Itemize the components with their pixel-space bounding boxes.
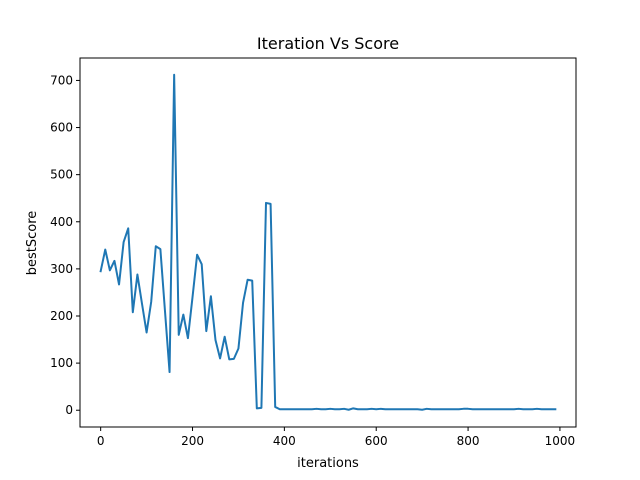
y-tick-label: 700 bbox=[50, 73, 73, 87]
axes-frame bbox=[79, 57, 577, 428]
x-axis: 0 200 400 600 800 1000 bbox=[97, 427, 575, 448]
y-tick-label: 400 bbox=[50, 215, 73, 229]
x-tick-label: 0 bbox=[97, 434, 105, 448]
y-tick-label: 0 bbox=[65, 403, 73, 417]
x-tick-label: 400 bbox=[273, 434, 296, 448]
x-tick-label: 800 bbox=[457, 434, 480, 448]
x-tick-label: 1000 bbox=[545, 434, 576, 448]
y-axis-label: bestScore bbox=[25, 211, 40, 276]
y-tick-label: 100 bbox=[50, 356, 73, 370]
series-line bbox=[99, 73, 557, 411]
x-tick-label: 600 bbox=[365, 434, 388, 448]
y-tick-label: 300 bbox=[50, 262, 73, 276]
x-axis-label: iterations bbox=[297, 456, 359, 471]
chart-title: Iteration Vs Score bbox=[257, 34, 399, 53]
y-tick-label: 200 bbox=[50, 309, 73, 323]
y-axis: 0 100 200 300 400 500 600 700 bbox=[50, 73, 80, 417]
y-tick-label: 600 bbox=[50, 121, 73, 135]
plot-area bbox=[99, 73, 557, 411]
y-tick-label: 500 bbox=[50, 168, 73, 182]
x-tick-label: 200 bbox=[181, 434, 204, 448]
